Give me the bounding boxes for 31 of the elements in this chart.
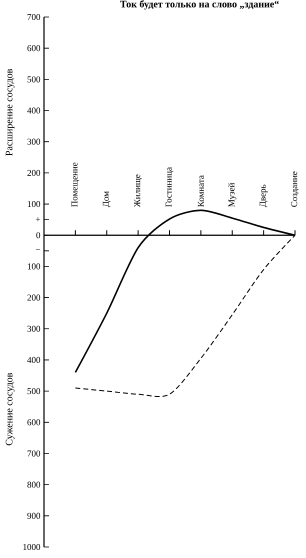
y-tick-label: 600 bbox=[27, 45, 40, 52]
y-tick-label: 700 bbox=[28, 14, 40, 20]
y-tick-label: 800 bbox=[27, 482, 40, 488]
y-axis-title: Расширение сосудов bbox=[6, 69, 14, 156]
y-tick-label: 0 bbox=[36, 232, 40, 238]
x-tick-label: Создание bbox=[291, 172, 299, 207]
x-tick-label: Жилище bbox=[134, 174, 142, 208]
y-tick-label: 400 bbox=[27, 107, 40, 114]
y-tick-label: 100 bbox=[28, 263, 40, 270]
y-tick-label: 900 bbox=[27, 512, 40, 519]
y-tick-label: 300 bbox=[27, 138, 40, 145]
y-tick-label: 1000 bbox=[23, 544, 40, 550]
y-tick-label: + bbox=[36, 217, 40, 222]
y-tick-label: 500 bbox=[28, 388, 40, 394]
y-tick-label: − bbox=[36, 249, 40, 250]
y-tick-label: 700 bbox=[28, 450, 40, 456]
y-tick-label: 400 bbox=[27, 356, 40, 363]
x-tick-label: Помещение bbox=[72, 162, 80, 207]
y-tick-label: 300 bbox=[27, 326, 40, 332]
x-tick-label: Комната bbox=[198, 175, 204, 207]
text: Сужение сосудов bbox=[6, 373, 14, 446]
y-tick-label: 100 bbox=[28, 201, 40, 208]
x-tick-label: Дом bbox=[102, 191, 111, 208]
y-tick-label: 500 bbox=[28, 76, 40, 82]
y-tick-label: 600 bbox=[27, 419, 40, 426]
x-tick-label: Музей bbox=[228, 182, 236, 207]
chart-title: Ток будет только на слово „здание“ bbox=[120, 0, 279, 10]
y-tick-label: 200 bbox=[27, 170, 40, 176]
y-tick-label: 200 bbox=[27, 294, 40, 301]
x-tick-label: Дверь bbox=[260, 184, 268, 208]
x-tick-label: Гостиница bbox=[166, 167, 174, 207]
